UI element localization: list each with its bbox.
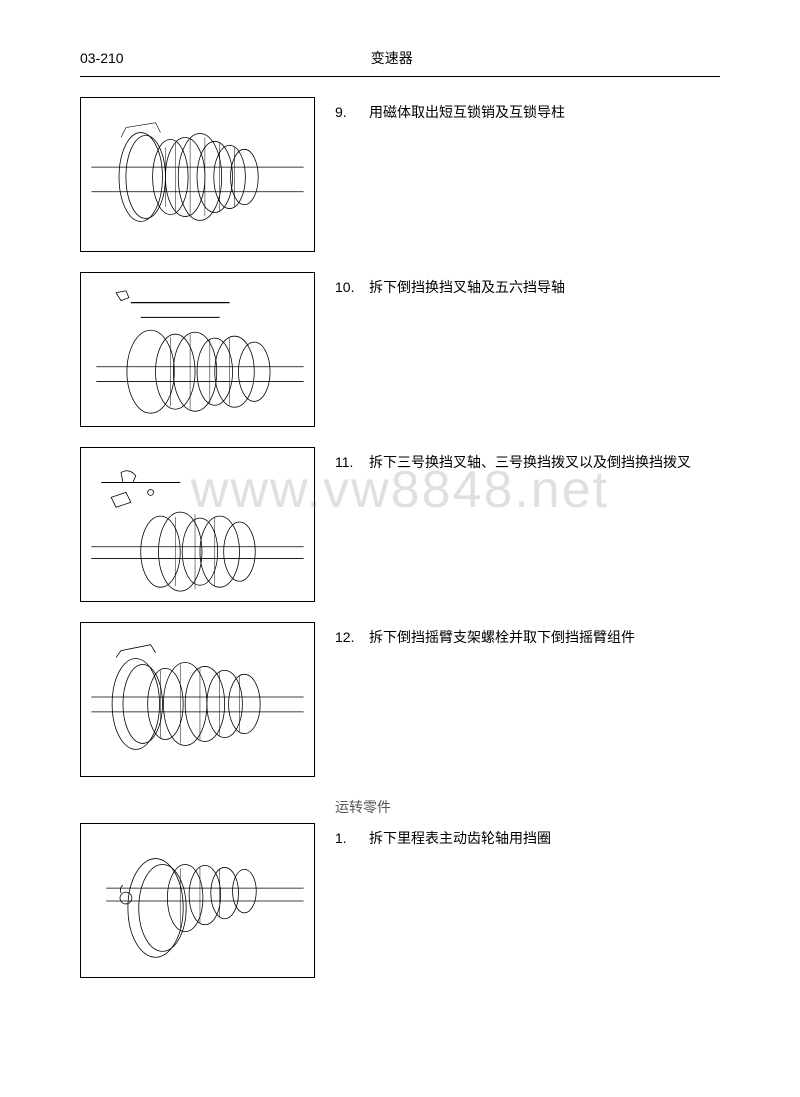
step-row: 11. 拆下三号换挡叉轴、三号换挡拨叉以及倒挡换挡拨叉 (80, 447, 720, 602)
step-number: 11. (335, 451, 363, 473)
page-title: 变速器 (64, 48, 720, 68)
step-description: 拆下倒挡换挡叉轴及五六挡导轴 (369, 276, 720, 298)
transmission-diagram-icon (81, 273, 314, 426)
page-header: 03-210 变速器 (80, 48, 720, 77)
step-number: 1. (335, 827, 363, 849)
figure-box (80, 272, 315, 427)
step-description: 用磁体取出短互锁销及互锁导柱 (369, 101, 720, 123)
step-text: 11. 拆下三号换挡叉轴、三号换挡拨叉以及倒挡换挡拨叉 (335, 447, 720, 473)
step-number: 9. (335, 101, 363, 123)
transmission-diagram-icon (81, 448, 314, 601)
figure-box (80, 97, 315, 252)
step-description: 拆下里程表主动齿轮轴用挡圈 (369, 827, 720, 849)
step-text: 10. 拆下倒挡换挡叉轴及五六挡导轴 (335, 272, 720, 298)
step-row: 9. 用磁体取出短互锁销及互锁导柱 (80, 97, 720, 252)
step-row: 12. 拆下倒挡摇臂支架螺栓并取下倒挡摇臂组件 (80, 622, 720, 777)
step-number: 10. (335, 276, 363, 298)
figure-box (80, 622, 315, 777)
transmission-diagram-icon (81, 98, 314, 251)
section-heading: 运转零件 (335, 797, 720, 817)
transmission-diagram-icon (81, 824, 314, 977)
step-number: 12. (335, 626, 363, 648)
step-text: 9. 用磁体取出短互锁销及互锁导柱 (335, 97, 720, 123)
figure-box (80, 823, 315, 978)
figure-box (80, 447, 315, 602)
step-row: 1. 拆下里程表主动齿轮轴用挡圈 (80, 823, 720, 978)
step-text: 1. 拆下里程表主动齿轮轴用挡圈 (335, 823, 720, 849)
step-row: 10. 拆下倒挡换挡叉轴及五六挡导轴 (80, 272, 720, 427)
step-text: 12. 拆下倒挡摇臂支架螺栓并取下倒挡摇臂组件 (335, 622, 720, 648)
step-description: 拆下倒挡摇臂支架螺栓并取下倒挡摇臂组件 (369, 626, 720, 648)
transmission-diagram-icon (81, 623, 314, 776)
step-description: 拆下三号换挡叉轴、三号换挡拨叉以及倒挡换挡拨叉 (369, 451, 720, 473)
